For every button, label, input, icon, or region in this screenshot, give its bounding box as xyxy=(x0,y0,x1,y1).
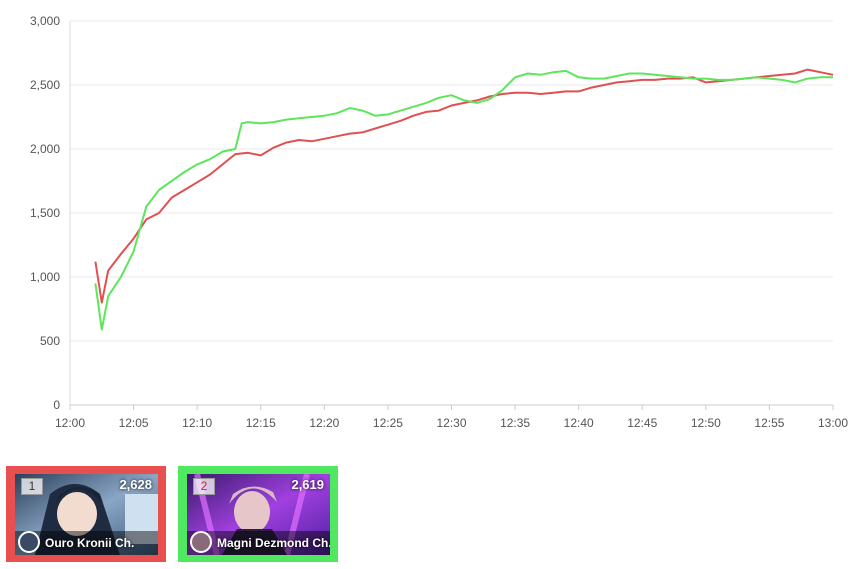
grid-lines xyxy=(70,20,833,406)
viewer-count: 2,619 xyxy=(291,477,324,492)
x-tick-label: 12:00 xyxy=(55,416,85,430)
y-tick-label: 2,500 xyxy=(30,78,60,92)
rank-badge: 1 xyxy=(21,478,43,495)
x-tick-label: 13:00 xyxy=(818,416,848,430)
viewer-count: 2,628 xyxy=(119,477,152,492)
card-thumbnail-frame: 2 2,619 Magni Dezmond Ch. xyxy=(187,474,330,555)
series-line-2 xyxy=(94,69,833,331)
avatar xyxy=(190,531,212,553)
y-tick-label: 2,000 xyxy=(30,142,60,156)
series-lines xyxy=(94,68,834,331)
y-tick-label: 0 xyxy=(53,398,60,412)
ranking-card-2[interactable]: 2 2,619 Magni Dezmond Ch. xyxy=(178,466,338,562)
x-tick-label: 12:45 xyxy=(627,416,657,430)
y-tick-label: 3,000 xyxy=(30,14,60,28)
series-line-1 xyxy=(94,68,834,304)
x-tick-label: 12:20 xyxy=(309,416,339,430)
y-tick-label: 500 xyxy=(40,334,60,348)
y-tick-label: 1,000 xyxy=(30,270,60,284)
x-tick-label: 12:15 xyxy=(246,416,276,430)
x-axis-tick-labels: 12:00 12:05 12:10 12:15 12:20 12:25 12:30 12:35… xyxy=(55,416,848,430)
rank-badge: 2 xyxy=(193,478,215,495)
card-thumbnail-frame: 1 2,628 Ouro Kronii Ch. xyxy=(15,474,158,555)
x-tick-label: 12:05 xyxy=(119,416,149,430)
x-tick-label: 12:35 xyxy=(500,416,530,430)
channel-name: Magni Dezmond Ch. xyxy=(217,536,330,550)
x-tick-label: 12:30 xyxy=(436,416,466,430)
y-axis-tick-labels: 0 500 1,000 1,500 2,000 2,500 3,000 xyxy=(30,14,60,412)
x-tick-label: 12:50 xyxy=(691,416,721,430)
y-tick-label: 1,500 xyxy=(30,206,60,220)
axes xyxy=(69,21,834,410)
x-tick-label: 12:40 xyxy=(564,416,594,430)
ranking-card-1[interactable]: 1 2,628 Ouro Kronii Ch. xyxy=(6,466,166,562)
channel-name: Ouro Kronii Ch. xyxy=(45,536,135,550)
name-bar: Ouro Kronii Ch. xyxy=(15,531,158,555)
avatar xyxy=(18,531,40,553)
name-bar: Magni Dezmond Ch. xyxy=(187,531,330,555)
x-tick-label: 12:55 xyxy=(754,416,784,430)
x-tick-label: 12:10 xyxy=(182,416,212,430)
x-tick-label: 12:25 xyxy=(373,416,403,430)
line-chart: 0 500 1,000 1,500 2,000 2,500 3,000 12:00 12:05… xyxy=(30,14,848,430)
